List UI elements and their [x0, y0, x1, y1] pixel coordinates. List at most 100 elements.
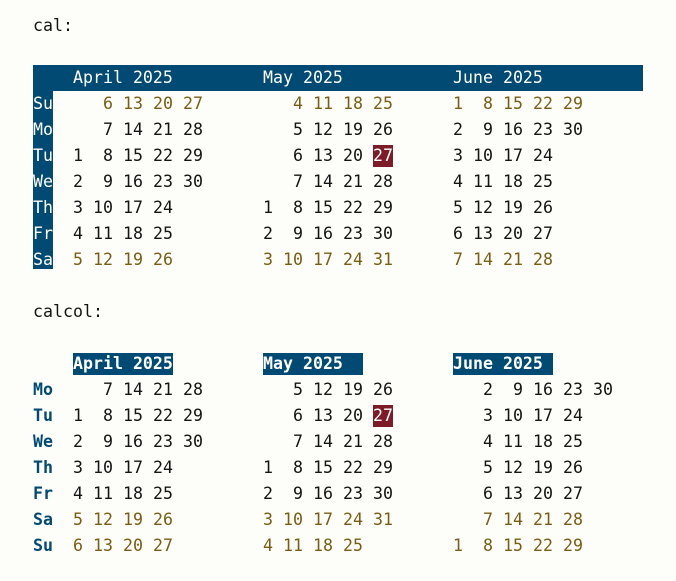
day-cell: 18 — [533, 432, 553, 451]
day-cell: 23 — [533, 120, 553, 139]
day-cell: 5 — [293, 120, 303, 139]
weekday-label: Sa — [33, 510, 53, 529]
day-cell: 7 — [293, 172, 303, 191]
day-cell: 19 — [123, 250, 143, 269]
calendar-header-bar — [33, 65, 643, 91]
day-cell: 9 — [483, 120, 493, 139]
day-cell: 16 — [313, 224, 333, 243]
day-cell: 11 — [93, 484, 113, 503]
weekday-label: Fr — [33, 224, 53, 243]
month-title: April 2025 — [73, 353, 173, 375]
day-cell: 21 — [343, 172, 363, 191]
day-cell: 2 — [483, 380, 493, 399]
day-cell: 8 — [483, 536, 493, 555]
day-cell: 31 — [373, 250, 393, 269]
day-cell: 17 — [533, 406, 553, 425]
day-cell: 13 — [93, 536, 113, 555]
day-cell: 6 — [293, 406, 303, 425]
day-cell: 25 — [153, 484, 173, 503]
day-cell: 4 — [263, 536, 273, 555]
day-cell: 4 — [483, 432, 493, 451]
day-cell: 24 — [343, 250, 363, 269]
day-cell: 11 — [473, 172, 493, 191]
day-cell: 9 — [293, 484, 303, 503]
day-cell: 19 — [343, 380, 363, 399]
weekday-label: Fr — [33, 484, 53, 503]
day-cell: 23 — [153, 432, 173, 451]
day-cell: 13 — [313, 146, 333, 165]
day-cell: 1 — [263, 198, 273, 217]
day-cell: 18 — [503, 172, 523, 191]
day-cell: 26 — [373, 380, 393, 399]
day-cell: 15 — [123, 406, 143, 425]
day-cell: 22 — [153, 146, 173, 165]
day-cell: 27 — [153, 536, 173, 555]
day-cell: 11 — [283, 536, 303, 555]
day-cell: 6 — [453, 224, 463, 243]
day-cell: 4 — [73, 224, 83, 243]
day-cell: 25 — [153, 224, 173, 243]
day-cell: 13 — [503, 484, 523, 503]
day-cell: 23 — [563, 380, 583, 399]
day-cell: 22 — [533, 94, 553, 113]
day-cell: 21 — [153, 120, 173, 139]
day-cell: 28 — [183, 120, 203, 139]
day-cell: 25 — [533, 172, 553, 191]
day-cell: 26 — [153, 250, 173, 269]
day-cell: 20 — [343, 406, 363, 425]
day-cell: 15 — [313, 458, 333, 477]
day-cell: 6 — [293, 146, 303, 165]
day-cell: 3 — [263, 250, 273, 269]
day-cell: 8 — [293, 458, 303, 477]
day-cell: 15 — [503, 536, 523, 555]
month-title: April 2025 — [73, 68, 173, 87]
day-cell: 19 — [343, 120, 363, 139]
day-cell: 7 — [453, 250, 463, 269]
weekday-label: Tu — [33, 146, 53, 165]
weekday-label: Mo — [33, 380, 53, 399]
day-cell: 4 — [293, 94, 303, 113]
day-cell: 17 — [313, 510, 333, 529]
day-cell: 18 — [123, 224, 143, 243]
day-cell: 26 — [153, 510, 173, 529]
day-cell: 18 — [343, 94, 363, 113]
day-cell: 20 — [123, 536, 143, 555]
day-cell: 23 — [343, 484, 363, 503]
day-cell: 11 — [313, 94, 333, 113]
day-cell: 25 — [563, 432, 583, 451]
weekday-label: Tu — [33, 406, 53, 425]
month-title: May 2025 — [263, 68, 343, 87]
day-cell: 29 — [373, 198, 393, 217]
day-cell: 7 — [293, 432, 303, 451]
day-cell: 27 — [563, 484, 583, 503]
day-cell: 13 — [313, 406, 333, 425]
day-cell: 1 — [453, 536, 463, 555]
day-cell: 5 — [293, 380, 303, 399]
day-cell: 22 — [343, 198, 363, 217]
day-cell: 5 — [483, 458, 493, 477]
day-cell: 17 — [503, 146, 523, 165]
day-cell: 22 — [533, 536, 553, 555]
day-cell: 3 — [453, 146, 463, 165]
day-cell: 28 — [563, 510, 583, 529]
day-cell: 7 — [103, 380, 113, 399]
day-cell: 29 — [373, 458, 393, 477]
day-cell: 22 — [153, 406, 173, 425]
day-cell: 28 — [533, 250, 553, 269]
day-cell: 23 — [153, 172, 173, 191]
today-day-cell: 27 — [373, 405, 393, 427]
day-cell: 18 — [313, 536, 333, 555]
day-cell: 4 — [453, 172, 463, 191]
day-cell: 24 — [533, 146, 553, 165]
day-cell: 30 — [183, 172, 203, 191]
day-cell: 24 — [153, 458, 173, 477]
day-cell: 5 — [453, 198, 463, 217]
day-cell: 15 — [123, 146, 143, 165]
day-cell: 27 — [183, 94, 203, 113]
day-cell: 3 — [73, 458, 83, 477]
day-cell: 18 — [123, 484, 143, 503]
day-cell: 16 — [313, 484, 333, 503]
day-cell: 30 — [563, 120, 583, 139]
day-cell: 1 — [453, 94, 463, 113]
weekday-label: Sa — [33, 250, 53, 269]
